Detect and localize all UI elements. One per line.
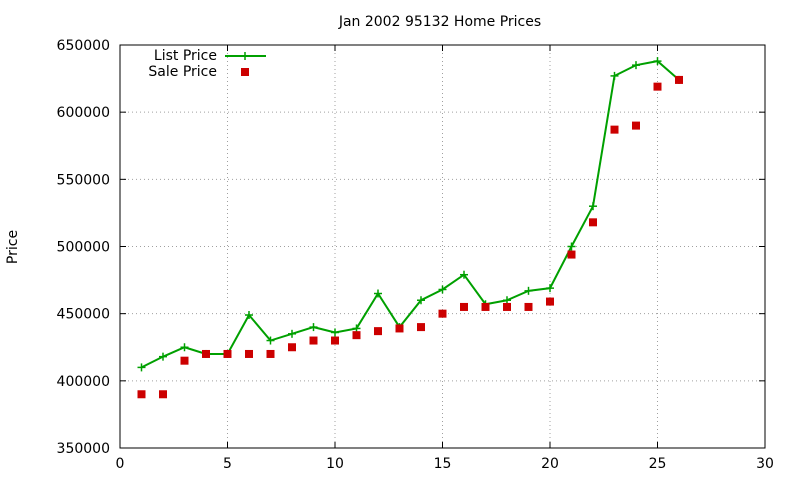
series-1 [137,75,683,399]
data-point [481,302,490,311]
x-tick-label: 30 [756,456,774,472]
data-point [438,285,447,294]
data-point [460,270,468,279]
x-tick-label: 25 [649,456,667,472]
data-point [417,296,425,305]
data-point [653,57,662,66]
data-point [374,289,382,298]
data-point [137,363,146,372]
y-tick-label: 500000 [57,240,110,256]
data-point [546,297,554,306]
data-point [245,311,253,320]
x-tick-label: 5 [223,456,232,472]
data-point [653,82,662,91]
x-tick-label: 15 [434,456,452,472]
x-tick-label: 10 [326,456,344,472]
data-point [524,302,533,311]
y-tick-label: 450000 [57,307,110,323]
data-point [610,125,619,134]
legend-label-sale-price: Sale Price [148,64,217,80]
data-point [589,218,597,227]
tick-labels: 0 5 10 15 20 25 30 350000 400000 450000 500000 5500… [57,38,774,472]
x-tick-label: 0 [116,456,125,472]
data-point [331,328,339,337]
data-point [352,324,361,333]
data-point [589,202,597,211]
legend: List Price Sale Price [148,48,266,80]
axis-ticks [119,44,766,449]
data-point [159,390,167,399]
data-point [460,302,468,311]
data-point [567,250,576,259]
series [137,57,683,399]
chart-title: Jan 2002 95132 Home Prices [338,14,541,30]
data-point [309,323,318,332]
y-tick-label: 650000 [57,38,110,54]
data-point [374,327,382,336]
data-point [288,329,296,338]
legend-label-list-price: List Price [154,48,217,64]
data-point [331,336,339,345]
legend-marker-sale-price [241,68,249,76]
data-point [632,61,640,70]
data-point [159,352,167,361]
y-axis-label: Price [5,230,21,264]
series-line [141,60,680,369]
y-tick-label: 350000 [57,441,110,457]
data-point [567,242,576,251]
data-point [610,71,619,80]
data-point [352,331,361,340]
legend-marker-list-price [241,52,249,60]
data-point [632,121,640,130]
data-point [180,356,189,365]
data-point [137,390,146,399]
data-point [266,336,275,345]
y-tick-label: 600000 [57,105,110,121]
data-point [675,75,683,84]
data-point [245,349,253,358]
data-point [503,302,511,311]
data-point [417,323,425,332]
y-tick-label: 400000 [57,374,110,390]
legend-markers [225,52,266,76]
data-point [546,284,554,293]
y-tick-label: 550000 [57,172,110,188]
data-point [524,286,533,295]
data-point [395,324,404,333]
data-point [180,343,189,352]
data-point [202,349,210,358]
data-point [309,336,318,345]
grid [120,45,765,448]
data-point [503,296,511,305]
data-point [438,309,447,318]
x-tick-label: 20 [541,456,559,472]
data-point [223,349,232,358]
series-0 [137,57,683,372]
data-point [266,349,275,358]
data-point [288,343,296,352]
